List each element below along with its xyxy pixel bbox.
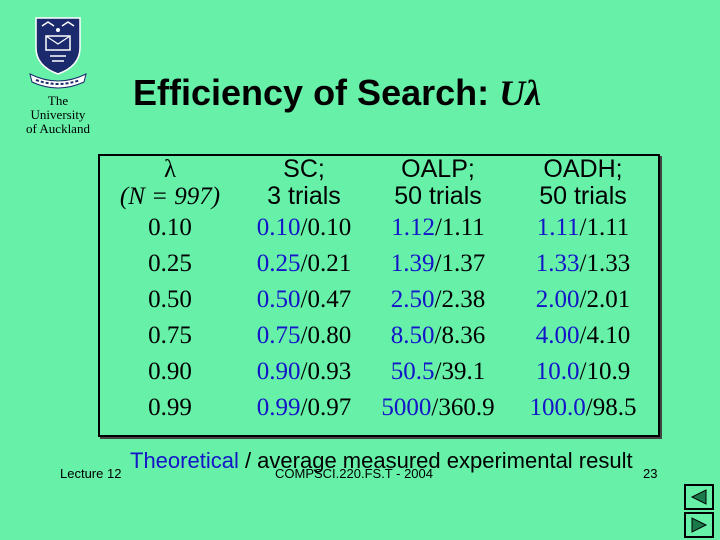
oalp-theoretical: 2.50	[390, 286, 435, 313]
oalp-measured: /1.37	[434, 250, 486, 277]
oalp-measured: /1.11	[434, 214, 485, 241]
cell-sc: 0.99/0.97	[240, 390, 368, 426]
header-lambda: λ	[163, 156, 177, 183]
cell-oalp: 5000/360.9	[368, 390, 508, 426]
table-header-row-1: λ SC; OALP; OADH;	[100, 155, 658, 184]
header-oalp-trials: 50 trials	[394, 182, 482, 210]
oalp-theoretical: 1.39	[390, 250, 435, 277]
cell-oalp: 1.12/1.11	[368, 210, 508, 246]
oalp-measured: /2.38	[434, 286, 486, 313]
table-row: 0.75 0.75/0.80 8.50/8.36 4.00/4.10	[100, 318, 658, 354]
cell-oalp: 1.39/1.37	[368, 246, 508, 282]
cell-oalp: 8.50/8.36	[368, 318, 508, 354]
cell-oadh: 1.33/1.33	[508, 246, 658, 282]
sc-theoretical: 0.25	[256, 250, 301, 277]
university-logo: The University of Auckland	[22, 12, 94, 142]
table-row: 0.90 0.90/0.93 50.5/39.1 10.0/10.9	[100, 354, 658, 390]
sc-measured: /0.21	[300, 250, 352, 277]
sc-measured: /0.80	[300, 322, 352, 349]
sc-theoretical: 0.90	[256, 358, 301, 385]
prev-slide-button[interactable]	[684, 484, 714, 510]
sc-theoretical: 0.75	[256, 322, 301, 349]
results-table: λ SC; OALP; OADH; (N = 997) 3 trials 50 …	[98, 154, 660, 437]
sc-theoretical: 0.50	[256, 286, 301, 313]
cell-oadh: 2.00/2.01	[508, 282, 658, 318]
slide-title: Efficiency of Search: Uλ	[133, 72, 541, 114]
table-row: 0.10 0.10/0.10 1.12/1.11 1.11/1.11	[100, 210, 658, 246]
header-n: (N = 997)	[119, 183, 221, 210]
caption-theoretical: Theoretical	[130, 448, 239, 473]
table-row: 0.25 0.25/0.21 1.39/1.37 1.33/1.33	[100, 246, 658, 282]
table-header-row-2: (N = 997) 3 trials 50 trials 50 trials	[100, 182, 658, 211]
logo-line-3: of Auckland	[26, 121, 90, 136]
university-name: The University of Auckland	[22, 94, 94, 136]
cell-oalp: 2.50/2.38	[368, 282, 508, 318]
oalp-theoretical: 5000	[381, 394, 432, 421]
oadh-theoretical: 2.00	[535, 286, 580, 313]
cell-lambda: 0.25	[148, 250, 192, 277]
header-oadh: OADH;	[543, 155, 623, 183]
oadh-measured: /1.11	[579, 214, 630, 241]
footer-page-number: 23	[643, 466, 658, 481]
sc-theoretical: 0.10	[256, 214, 301, 241]
caption: Theoretical / average measured experimen…	[130, 448, 633, 474]
oalp-theoretical: 50.5	[390, 358, 435, 385]
next-slide-button[interactable]	[684, 512, 714, 538]
slide-title-text: Efficiency of Search:	[133, 72, 500, 113]
oadh-theoretical: 1.33	[535, 250, 580, 277]
oalp-measured: /39.1	[434, 358, 486, 385]
oalp-measured: /8.36	[434, 322, 486, 349]
university-crest-icon	[29, 17, 87, 89]
sc-measured: /0.93	[300, 358, 352, 385]
sc-theoretical: 0.99	[256, 394, 301, 421]
sc-measured: /0.47	[300, 286, 352, 313]
caption-rest: / average measured experimental result	[238, 448, 633, 473]
oalp-theoretical: 1.12	[391, 214, 435, 241]
cell-oadh: 10.0/10.9	[508, 354, 658, 390]
footer-course: COMPSCI.220.FS.T - 2004	[275, 466, 433, 481]
slide-title-symbol: Uλ	[499, 73, 542, 113]
cell-oadh: 4.00/4.10	[508, 318, 658, 354]
sc-measured: /0.10	[300, 214, 352, 241]
oalp-theoretical: 8.50	[390, 322, 435, 349]
cell-lambda: 0.99	[148, 394, 192, 421]
oadh-measured: /98.5	[585, 394, 637, 421]
table-row: 0.99 0.99/0.97 5000/360.9 100.0/98.5	[100, 390, 658, 426]
cell-sc: 0.50/0.47	[240, 282, 368, 318]
header-sc: SC;	[283, 155, 325, 183]
oadh-theoretical: 1.11	[536, 214, 580, 241]
oalp-measured: /360.9	[431, 394, 495, 421]
prev-slide-icon	[690, 489, 707, 505]
footer-lecture: Lecture 12	[60, 466, 122, 481]
oadh-measured: /10.9	[579, 358, 631, 385]
table-row: 0.50 0.50/0.47 2.50/2.38 2.00/2.01	[100, 282, 658, 318]
cell-lambda: 0.75	[148, 322, 192, 349]
cell-oadh: 1.11/1.11	[508, 210, 658, 246]
next-slide-icon	[691, 517, 708, 533]
cell-oadh: 100.0/98.5	[508, 390, 658, 426]
oadh-measured: /4.10	[579, 322, 631, 349]
header-oalp: OALP;	[401, 155, 475, 183]
oadh-theoretical: 4.00	[535, 322, 580, 349]
oadh-measured: /2.01	[579, 286, 631, 313]
cell-sc: 0.90/0.93	[240, 354, 368, 390]
header-sc-trials: 3 trials	[267, 182, 341, 210]
header-oadh-trials: 50 trials	[539, 182, 627, 210]
cell-lambda: 0.90	[148, 358, 192, 385]
oadh-theoretical: 100.0	[529, 394, 586, 421]
cell-oalp: 50.5/39.1	[368, 354, 508, 390]
cell-lambda: 0.50	[148, 286, 192, 313]
cell-sc: 0.75/0.80	[240, 318, 368, 354]
cell-sc: 0.25/0.21	[240, 246, 368, 282]
sc-measured: /0.97	[300, 394, 352, 421]
logo-line-2: University	[30, 107, 86, 122]
oadh-measured: /1.33	[579, 250, 631, 277]
cell-lambda: 0.10	[148, 214, 192, 241]
logo-line-1: The	[47, 93, 69, 108]
oadh-theoretical: 10.0	[535, 358, 580, 385]
cell-sc: 0.10/0.10	[240, 210, 368, 246]
